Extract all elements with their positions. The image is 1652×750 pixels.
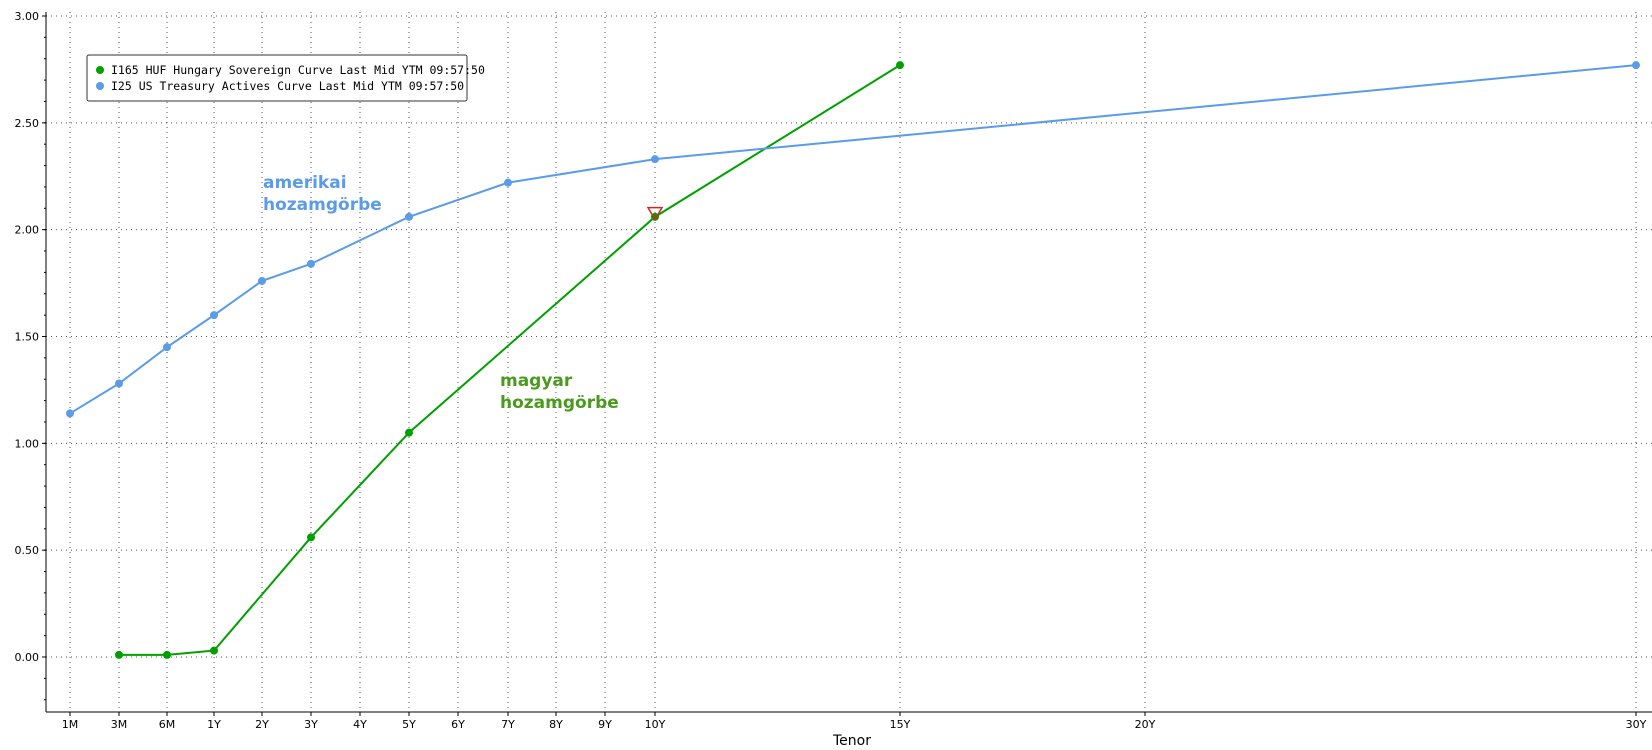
- x-tick-label: 6Y: [451, 718, 465, 731]
- x-tick-label: 9Y: [598, 718, 612, 731]
- data-point-1-8: [651, 155, 659, 164]
- series-line-1: [69, 64, 1637, 415]
- data-point-0-3: [307, 533, 315, 542]
- x-tick-label: 2Y: [255, 718, 269, 731]
- x-tick-labels: 1M 3M 6M 1Y 2Y 3Y 4Y 5Y 6Y 7Y 8Y 9Y 10Y 15Y 20Y 30Y: [62, 712, 1647, 731]
- data-point-1-6: [405, 212, 413, 221]
- y-tick-label: 1.00: [15, 437, 40, 450]
- legend-marker-hungary: [96, 66, 104, 74]
- data-point-0-6: [896, 61, 904, 70]
- x-tick-label: 15Y: [890, 718, 911, 731]
- annotation-text-0-1: hozamgörbe: [263, 195, 382, 215]
- data-point-1-1: [115, 379, 123, 388]
- legend-label-hungary: I165 HUF Hungary Sovereign Curve Last Mi…: [111, 63, 485, 77]
- data-point-1-9: [1632, 61, 1640, 70]
- legend-label-us: I25 US Treasury Actives Curve Last Mid Y…: [111, 79, 464, 93]
- x-tick-label: 1Y: [207, 718, 221, 731]
- data-point-1-4: [258, 276, 266, 285]
- x-tick-label: 8Y: [549, 718, 563, 731]
- data-point-1-7: [504, 178, 512, 187]
- axes: [45, 12, 1652, 713]
- data-point-0-0: [115, 650, 123, 659]
- y-tick-labels: 3.00 2.50 2.00 1.50 1.00 0.50 0.00: [15, 10, 46, 701]
- x-tick-label: 4Y: [353, 718, 367, 731]
- data-point-0-1: [163, 650, 171, 659]
- x-tick-label: 10Y: [645, 718, 666, 731]
- annotation-text-1-1: hozamgörbe: [500, 393, 619, 413]
- triangle-marker-icon: [646, 206, 664, 222]
- x-tick-label: 20Y: [1135, 718, 1156, 731]
- data-point-1-2: [163, 343, 171, 352]
- data-point-0-2: [210, 646, 218, 655]
- series-line-0: [119, 64, 901, 656]
- y-tick-label: 2.50: [15, 117, 40, 130]
- legend: I165 HUF Hungary Sovereign Curve Last Mi…: [86, 54, 485, 102]
- annotation-text-0-0: amerikai: [263, 173, 347, 193]
- legend-box: [86, 54, 468, 102]
- y-tick-label: 0.50: [15, 544, 40, 557]
- y-tick-label: 3.00: [15, 10, 40, 23]
- data-point-1-5: [307, 259, 315, 268]
- legend-marker-us: [96, 82, 104, 90]
- data-point-1-3: [210, 311, 218, 320]
- y-tick-label: 0.00: [15, 651, 40, 664]
- x-tick-label: 7Y: [501, 718, 515, 731]
- x-tick-label: 1M: [62, 718, 79, 731]
- data-point-0-4: [405, 428, 413, 437]
- data-point-1-0: [66, 409, 74, 418]
- x-tick-label: 3M: [111, 718, 128, 731]
- grid-lines: [46, 12, 1652, 712]
- x-tick-label: 30Y: [1626, 718, 1647, 731]
- series-lines: [66, 61, 1640, 659]
- x-tick-label: 5Y: [402, 718, 416, 731]
- annotation-text-1-0: magyar: [500, 371, 573, 391]
- x-tick-label: 3Y: [304, 718, 318, 731]
- y-tick-label: 2.00: [15, 224, 40, 237]
- x-axis-title: Tenor: [832, 733, 871, 749]
- x-tick-label: 6M: [159, 718, 176, 731]
- y-tick-label: 1.50: [15, 331, 40, 344]
